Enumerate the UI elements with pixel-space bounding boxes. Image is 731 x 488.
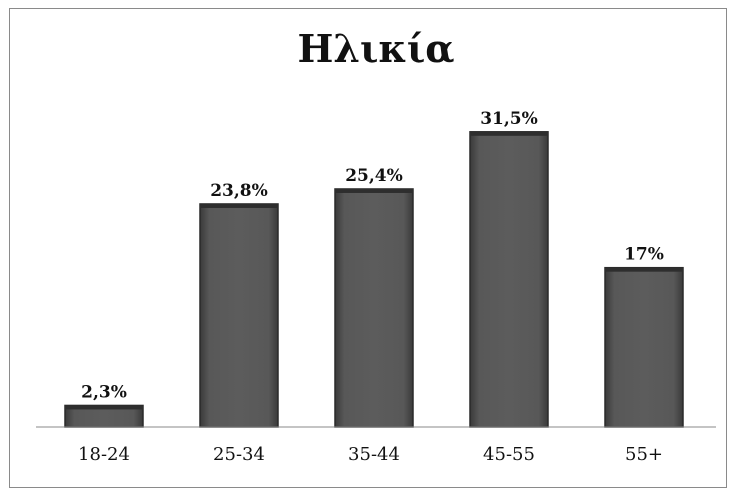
labels-layer: 2,3% 18-24 23,8% 25-34 25,4% 35-44 31,5% 45-55 1… [78, 109, 664, 465]
bar-25-34 [199, 203, 279, 428]
data-label: 23,8% [210, 181, 268, 201]
x-tick-label: 55+ [625, 444, 663, 465]
data-label: 31,5% [480, 109, 538, 129]
bars-layer [64, 131, 684, 428]
bar-top-edge [470, 131, 548, 136]
x-tick-label: 45-55 [483, 444, 535, 465]
bar-35-44 [334, 188, 414, 428]
data-label: 17% [624, 245, 664, 265]
data-label: 2,3% [81, 382, 127, 402]
chart-title: Ηλικία [297, 26, 454, 71]
bar-45-55 [469, 131, 549, 428]
bar-chart: Ηλικία 2,3% 18-24 23,8% 25-34 25,4% 35-44 31,5… [36, 26, 716, 465]
bar-top-edge [335, 188, 413, 193]
bar-top-edge [605, 267, 683, 272]
x-tick-label: 25-34 [213, 444, 265, 465]
bar-55+ [604, 266, 684, 428]
x-tick-label: 35-44 [348, 444, 400, 465]
bar-top-edge [200, 203, 278, 208]
data-label: 25,4% [345, 166, 403, 186]
bar-top-edge [65, 405, 143, 410]
x-tick-label: 18-24 [78, 444, 130, 465]
